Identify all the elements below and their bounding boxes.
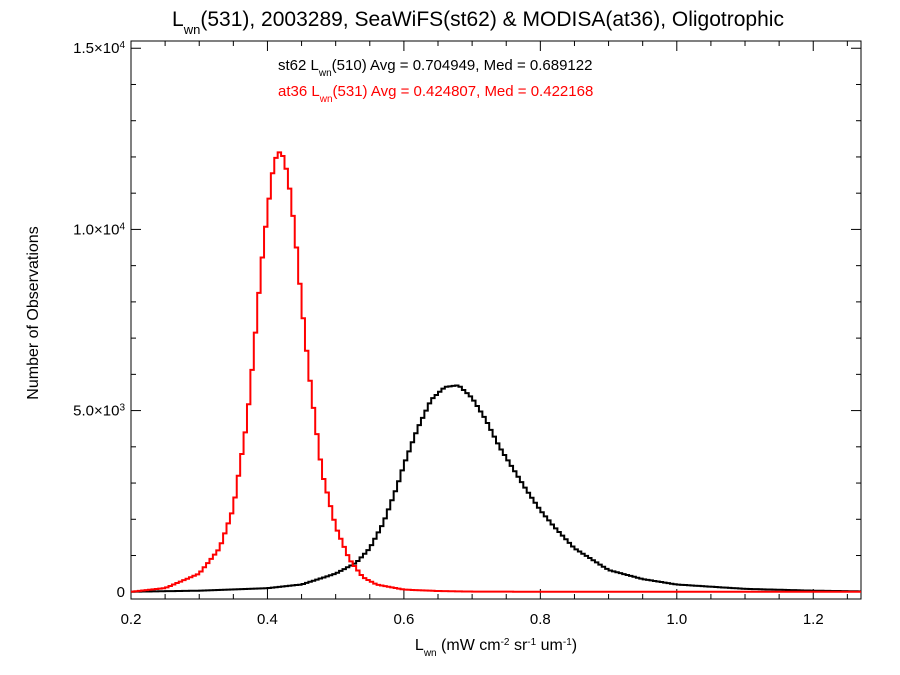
annotation-at36-text: (531) Avg = 0.424807, Med = 0.422168 — [333, 83, 594, 100]
y-tick-mantissa: 1.5×10 — [73, 40, 119, 57]
y-tick-label: 1.5×104 — [73, 40, 125, 58]
x-axis-label: Lwn (mW cm-2 sr-1 um-1) — [415, 637, 577, 659]
annotation-st62-sub: wn — [318, 68, 332, 79]
chart-title-base: L — [172, 8, 184, 31]
annotation-at36-sub: wn — [319, 94, 333, 105]
chart-title: Lwn(531), 2003289, SeaWiFS(st62) & MODIS… — [172, 8, 784, 37]
axis-ticks — [130, 41, 861, 599]
x-axis-label-p1: (mW cm — [437, 637, 501, 654]
y-tick-label: 0 — [117, 584, 125, 601]
x-axis-label-sup2: -1 — [527, 637, 536, 648]
y-tick-mantissa: 0 — [117, 584, 125, 601]
series-st62-histogram — [131, 384, 861, 593]
x-tick-label: 0.2 — [121, 611, 142, 628]
x-axis-label-sup1: -2 — [501, 637, 510, 648]
x-tick-label: 1.2 — [803, 611, 824, 628]
annotation-at36-prefix: at36 L — [278, 83, 320, 100]
series-layer — [131, 151, 861, 593]
annotation-st62-prefix: st62 L — [278, 57, 319, 74]
y-tick-exponent: 4 — [119, 40, 125, 51]
x-tick-label: 1.0 — [666, 611, 687, 628]
x-axis-label-base: L — [415, 637, 424, 654]
annotation-st62: st62 Lwn(510) Avg = 0.704949, Med = 0.68… — [278, 57, 592, 79]
x-axis-label-p3: um — [536, 637, 563, 654]
y-tick-exponent: 4 — [119, 221, 125, 232]
x-axis-label-sub: wn — [423, 648, 437, 659]
chart-title-subscript: wn — [183, 22, 201, 37]
y-tick-exponent: 3 — [119, 402, 125, 413]
y-tick-label: 1.0×104 — [73, 221, 125, 239]
y-tick-label: 5.0×103 — [73, 402, 125, 420]
x-axis-label-sup3: -1 — [563, 637, 572, 648]
y-axis-label: Number of Observations — [25, 226, 42, 399]
y-tick-mantissa: 1.0×10 — [73, 221, 119, 238]
plot-frame — [130, 40, 862, 600]
annotation-at36: at36 Lwn(531) Avg = 0.424807, Med = 0.42… — [278, 83, 593, 105]
x-axis-label-p2: sr — [510, 637, 528, 654]
series-at36-histogram — [131, 151, 861, 593]
chart-title-text: (531), 2003289, SeaWiFS(st62) & MODISA(a… — [200, 8, 784, 31]
x-tick-label: 0.4 — [257, 611, 278, 628]
annotation-st62-text: (510) Avg = 0.704949, Med = 0.689122 — [332, 57, 593, 74]
x-tick-label: 0.6 — [393, 611, 414, 628]
x-axis-label-p4: ) — [572, 637, 577, 654]
x-tick-label: 0.8 — [530, 611, 551, 628]
y-tick-mantissa: 5.0×10 — [73, 403, 119, 420]
